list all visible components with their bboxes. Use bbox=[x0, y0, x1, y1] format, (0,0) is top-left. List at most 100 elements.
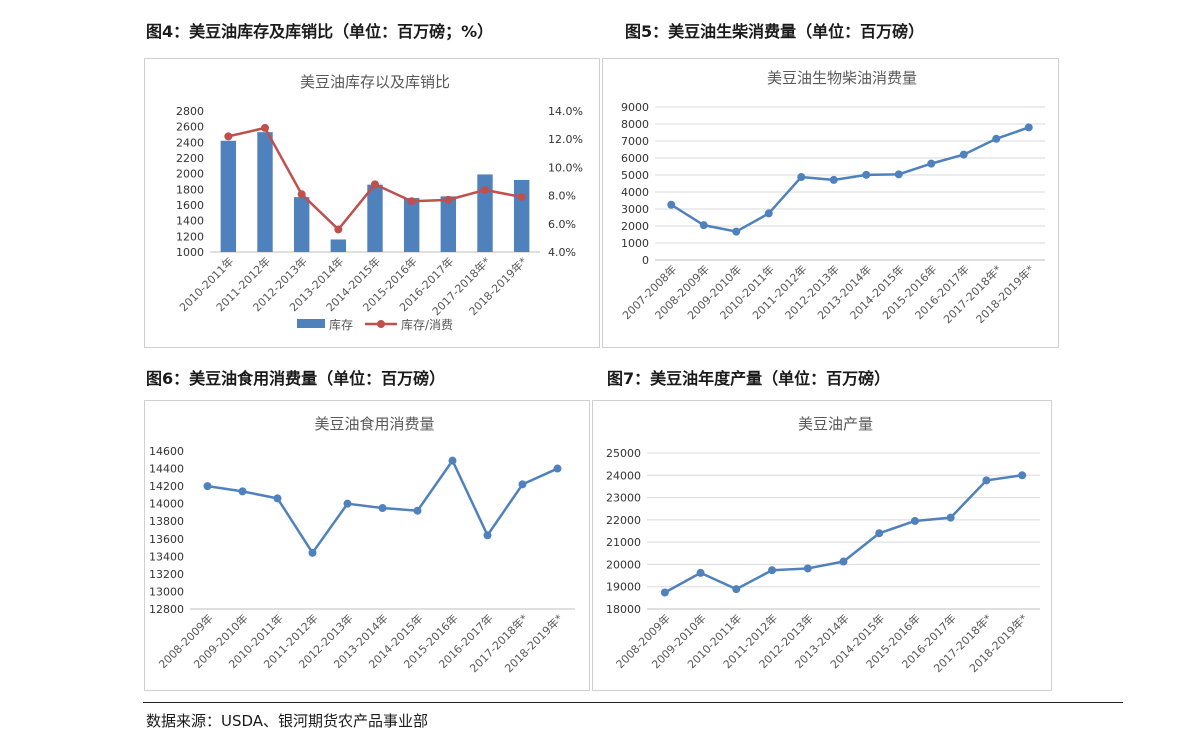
fig4-ytick-label: 2000 bbox=[176, 168, 204, 181]
fig7-data-point bbox=[875, 529, 884, 538]
fig5-title: 美豆油生物柴油消费量 bbox=[767, 69, 917, 87]
fig6-ytick-label: 13400 bbox=[149, 550, 184, 563]
fig4-ratio-point bbox=[297, 190, 306, 199]
fig4-bar bbox=[293, 197, 310, 252]
fig5-data-point bbox=[894, 170, 903, 179]
fig5-data-point bbox=[1024, 123, 1033, 132]
fig5-data-point bbox=[862, 170, 871, 179]
fig6-data-point bbox=[308, 548, 317, 557]
fig5-chart: 美豆油生物柴油消费量 0 1000 2000 3000 4000 5000 6000 7000 8… bbox=[602, 58, 1059, 348]
fig4-ratio-point bbox=[517, 193, 526, 202]
fig6-ytick-label: 14200 bbox=[149, 480, 184, 493]
fig5-ytick-label: 7000 bbox=[621, 135, 649, 148]
fig4-ytick-label: 1200 bbox=[176, 230, 204, 243]
fig4-chart: 美豆油库存以及库销比 1000 1200 1400 1600 1800 2000 2200 24… bbox=[144, 58, 600, 348]
fig6-ytick-label: 14000 bbox=[149, 498, 184, 511]
fig5-ytick-label: 0 bbox=[642, 254, 649, 267]
fig6-ytick-label: 14400 bbox=[149, 463, 184, 476]
fig7-ytick-label: 24000 bbox=[606, 469, 641, 482]
fig5-ytick-label: 8000 bbox=[621, 118, 649, 131]
fig6-data-point bbox=[203, 482, 212, 491]
fig7-ytick-label: 23000 bbox=[606, 492, 641, 505]
fig7-data-point bbox=[910, 516, 919, 525]
fig4-ytick-label: 1400 bbox=[176, 215, 204, 228]
fig4-ratio-point bbox=[481, 185, 489, 194]
fig5-svg: 美豆油生物柴油消费量 0 1000 2000 3000 4000 5000 6000 7000 8… bbox=[619, 69, 1045, 326]
fig5-data-point bbox=[927, 159, 936, 168]
fig4-y2tick-label: 12.0% bbox=[548, 133, 583, 146]
fig4-ytick-label: 2800 bbox=[176, 105, 204, 118]
fig4-ratio-point bbox=[371, 180, 379, 189]
fig6-data-point bbox=[273, 494, 282, 503]
fig4-ytick-label: 2600 bbox=[176, 121, 204, 134]
fig6-data-point bbox=[413, 506, 422, 515]
fig6-data-point bbox=[553, 464, 562, 473]
fig7-ytick-label: 20000 bbox=[606, 558, 641, 571]
fig7-series-line bbox=[664, 474, 1023, 594]
fig4-ytick-label: 1000 bbox=[176, 246, 204, 259]
fig6-xtick-label: 2017-2018年* bbox=[467, 611, 531, 675]
fig7-data-point bbox=[982, 476, 991, 485]
fig5-series-line bbox=[670, 126, 1030, 233]
fig7-data-point bbox=[768, 566, 777, 575]
fig7-ytick-label: 22000 bbox=[606, 514, 641, 527]
fig5-ytick-label: 3000 bbox=[621, 203, 649, 216]
fig7-data-point bbox=[839, 557, 848, 566]
fig4-bar bbox=[513, 179, 530, 252]
fig6-svg: 美豆油食用消费量 12800 13000 13200 13400 13600 13800 14… bbox=[149, 415, 575, 675]
source-divider bbox=[143, 702, 1123, 703]
fig5-data-point bbox=[992, 134, 1001, 143]
fig6-ytick-label: 14600 bbox=[149, 445, 184, 458]
fig5-data-point bbox=[764, 209, 773, 218]
fig5-xtick-label: 2017-2018年* bbox=[940, 262, 1004, 326]
fig7-ytick-label: 18000 bbox=[606, 603, 641, 616]
fig4-y2tick-label: 4.0% bbox=[548, 246, 576, 259]
fig6-ytick-label: 13800 bbox=[149, 515, 184, 528]
fig7-ytick-label: 21000 bbox=[606, 536, 641, 549]
fig6-ytick-label: 13000 bbox=[149, 585, 184, 598]
fig4-svg: 美豆油库存以及库销比 1000 1200 1400 1600 1800 2000 2200 24… bbox=[176, 73, 583, 332]
fig7-ytick-label: 25000 bbox=[606, 447, 641, 460]
fig4-bar bbox=[477, 174, 493, 252]
fig4-ytick-label: 2200 bbox=[176, 152, 204, 165]
fig6-data-point bbox=[378, 504, 387, 513]
fig4-y2tick-label: 14.0% bbox=[548, 105, 583, 118]
fig5-ytick-label: 6000 bbox=[621, 152, 649, 165]
fig5-data-point bbox=[959, 150, 968, 159]
fig7-data-point bbox=[1018, 471, 1027, 480]
fig6-chart: 美豆油食用消费量 12800 13000 13200 13400 13600 13800 14… bbox=[144, 400, 590, 691]
fig4-y2tick-label: 6.0% bbox=[548, 218, 576, 231]
fig5-data-point bbox=[732, 227, 741, 236]
fig5-ytick-label: 4000 bbox=[621, 186, 649, 199]
fig4-ratio-point bbox=[444, 195, 453, 204]
fig5-ytick-label: 5000 bbox=[621, 169, 649, 182]
fig6-ytick-label: 13200 bbox=[149, 568, 184, 581]
fig7-data-point bbox=[803, 564, 812, 573]
fig5-data-point bbox=[829, 175, 838, 184]
fig4-ytick-label: 2400 bbox=[176, 136, 204, 149]
fig4-bar bbox=[220, 140, 237, 252]
fig7-title: 美豆油产量 bbox=[798, 415, 873, 433]
fig4-ratio-point bbox=[334, 225, 343, 234]
fig5-heading: 图5：美豆油生柴消费量（单位：百万磅） bbox=[625, 22, 925, 41]
fig7-heading: 图7：美豆油年度产量（单位：百万磅） bbox=[607, 369, 891, 388]
fig5-xtick-label: 2018-2019年* bbox=[973, 262, 1037, 326]
fig4-legend-line-label: 库存/消费 bbox=[401, 317, 453, 332]
fig5-data-point bbox=[699, 221, 708, 230]
fig4-legend-bar-label: 库存 bbox=[329, 317, 353, 332]
fig6-data-point bbox=[343, 499, 352, 508]
fig5-data-point bbox=[797, 173, 806, 182]
fig6-data-point bbox=[448, 456, 457, 465]
fig5-ytick-label: 1000 bbox=[621, 237, 649, 250]
fig7-chart: 美豆油产量 18000 19000 20000 21000 22000 23000 24000… bbox=[592, 400, 1052, 691]
fig4-heading: 图4：美豆油库存及库销比（单位：百万磅；%） bbox=[146, 22, 494, 41]
fig6-ytick-label: 12800 bbox=[149, 603, 184, 616]
fig6-data-point bbox=[483, 531, 492, 540]
fig4-bar bbox=[257, 132, 273, 252]
fig4-ytick-label: 1600 bbox=[176, 199, 204, 212]
fig7-data-point bbox=[660, 588, 669, 597]
fig4-ratio-point bbox=[224, 132, 233, 141]
fig5-ytick-label: 2000 bbox=[621, 220, 649, 233]
fig6-xtick-label: 2018-2019年* bbox=[502, 611, 566, 675]
fig5-data-point bbox=[667, 200, 676, 209]
